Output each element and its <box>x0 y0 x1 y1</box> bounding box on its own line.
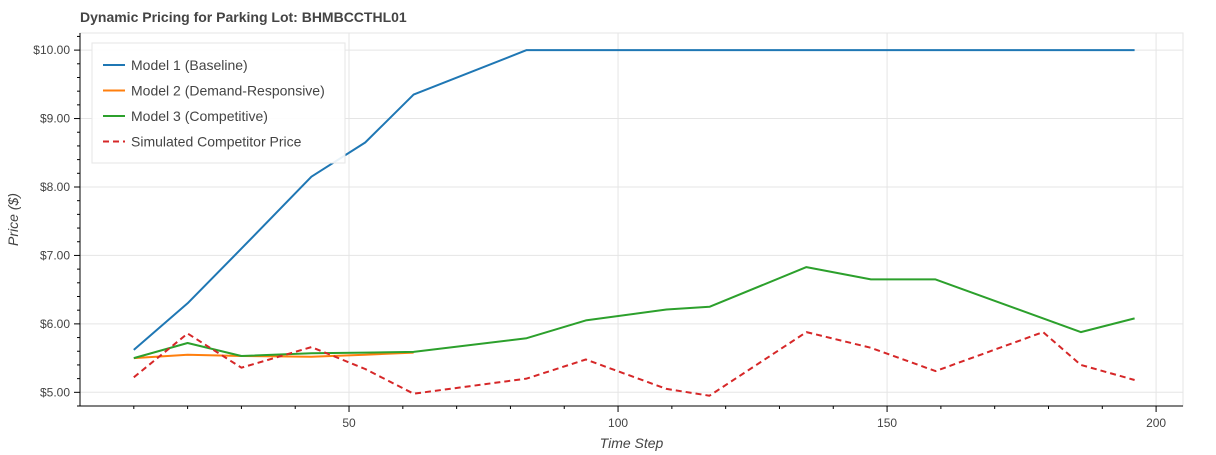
axes: 50 100 150 200 $5.00 $6.00 $7.00 $8.00 $9.00 $10.… <box>33 33 1183 430</box>
y-tick-label: $10.00 <box>33 43 70 57</box>
y-tick-label: $6.00 <box>40 317 70 331</box>
series-lines <box>133 49 1135 397</box>
y-tick-label: $5.00 <box>40 385 70 399</box>
x-tick-label: 100 <box>608 416 628 430</box>
series-line-4 <box>133 331 1135 397</box>
series-line-3 <box>133 266 1135 360</box>
legend: Model 1 (Baseline) Model 2 (Demand-Respon… <box>91 42 346 164</box>
y-tick-label: $7.00 <box>40 248 70 262</box>
y-tick-label: $9.00 <box>40 112 70 126</box>
legend-label-3: Model 3 (Competitive) <box>131 108 268 124</box>
chart-title: Dynamic Pricing for Parking Lot: BHMBCCT… <box>80 9 407 25</box>
y-axis-label: Price ($) <box>5 193 21 246</box>
x-tick-label: 200 <box>1146 416 1166 430</box>
series-line-2 <box>133 351 414 360</box>
x-tick-label: 150 <box>877 416 897 430</box>
legend-box <box>91 42 346 164</box>
legend-label-4: Simulated Competitor Price <box>131 134 302 150</box>
legend-label-2: Model 2 (Demand-Responsive) <box>131 83 325 99</box>
x-tick-label: 50 <box>342 416 356 430</box>
legend-label-1: Model 1 (Baseline) <box>131 57 248 73</box>
x-axis-label: Time Step <box>600 435 664 451</box>
series-line-1 <box>133 49 1135 351</box>
y-tick-label: $8.00 <box>40 180 70 194</box>
